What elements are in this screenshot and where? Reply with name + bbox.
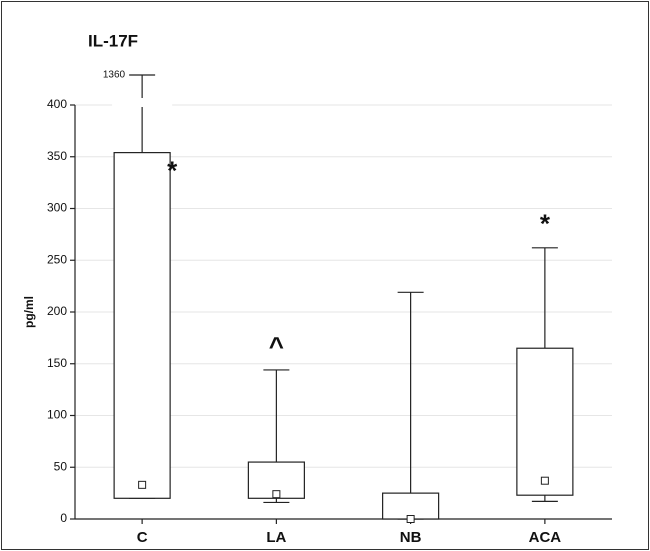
median — [540, 476, 549, 485]
outlier-label: 1360 — [103, 70, 126, 81]
y-tick-label: 350 — [47, 149, 67, 163]
median — [406, 515, 415, 523]
y-tick-label: 150 — [47, 356, 67, 370]
box — [113, 152, 171, 499]
y-tick-label: 300 — [47, 201, 67, 215]
median — [138, 480, 147, 489]
y-tick-label: 50 — [54, 459, 68, 473]
annotation: ^ — [269, 331, 284, 361]
median — [272, 490, 281, 499]
box — [516, 347, 574, 496]
box — [382, 492, 440, 520]
y-tick-label: 250 — [47, 252, 67, 266]
x-tick-label: LA — [266, 529, 286, 546]
y-tick-label: 200 — [47, 304, 67, 318]
x-tick-label: C — [137, 529, 148, 546]
y-tick-label: 400 — [47, 97, 67, 111]
annotation: * — [540, 209, 551, 239]
x-tick-label: NB — [400, 529, 422, 546]
annotation: * — [167, 155, 178, 185]
chart-title: IL-17F — [88, 31, 138, 50]
y-tick-label: 100 — [47, 408, 67, 422]
y-tick-label: 0 — [60, 511, 67, 525]
y-axis-label: pg/ml — [22, 296, 36, 328]
x-tick-label: ACA — [529, 529, 562, 546]
